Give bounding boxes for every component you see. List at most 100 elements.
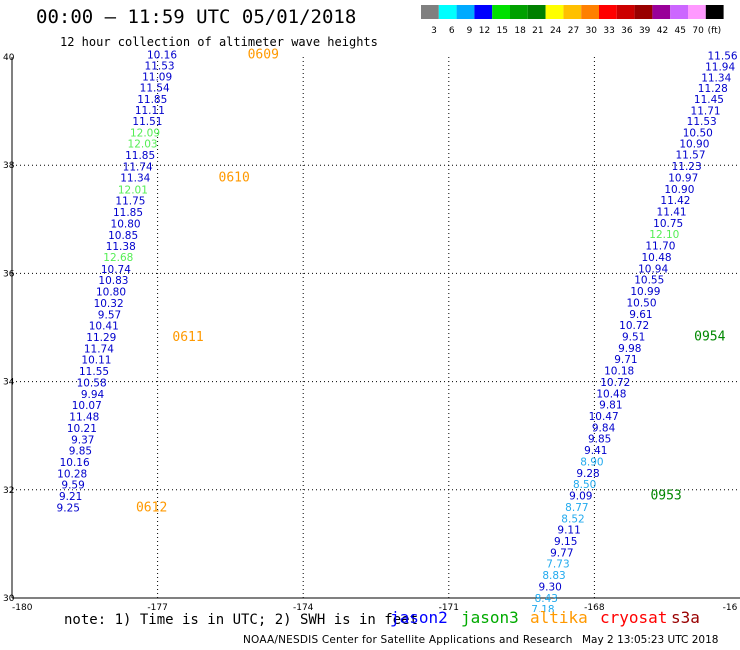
credit-text: NOAA/NESDIS Center for Satellite Applica… [243,634,573,646]
colorbar-swatch [474,5,493,19]
wave-height-value: 11.28 [698,83,728,95]
wave-height-value: 12.03 [128,138,158,150]
wave-height-value: 7.73 [546,559,569,571]
wave-height-value: 10.50 [626,297,656,309]
wave-height-value: 11.56 [708,51,738,63]
wave-height-value: 12.01 [118,184,148,196]
colorbar-swatch [634,5,653,19]
wave-height-value: 8.52 [561,513,584,525]
wave-height-value: 12.68 [103,252,133,264]
wave-height-value: 11.71 [691,105,721,117]
wave-height-value: 10.58 [77,377,107,389]
time-label: 0953 [650,489,681,504]
wave-height-value: 10.28 [57,468,87,480]
wave-height-value: 11.34 [701,72,731,84]
wave-height-value: 11.53 [145,60,175,72]
wave-height-value: 9.71 [614,354,637,366]
wave-height-value: 10.55 [634,275,664,287]
colorbar-swatch [563,5,582,19]
page-subtitle: 12 hour collection of altimeter wave hei… [60,35,378,49]
wave-height-value: 11.57 [675,150,705,162]
wave-height-value: 10.48 [642,252,672,264]
wave-height-value: 9.98 [618,343,641,355]
wave-height-value: 10.90 [679,138,709,150]
wave-height-value: 11.48 [69,412,99,424]
wave-height-value: 11.75 [115,196,145,208]
wave-height-value: 9.21 [59,491,82,503]
wave-height-value: 12.10 [649,229,679,241]
wave-height-value: 8.77 [565,502,588,514]
wave-height-value: 9.41 [584,445,607,457]
wave-height-value: 11.29 [86,332,116,344]
wave-height-value: 10.94 [638,263,668,275]
wave-height-value: 10.80 [96,287,126,299]
colorbar-swatch [510,5,528,19]
wave-height-value: 10.16 [147,50,177,62]
color-scale-bar: 3 6 9 12 15 18 21 24 27 30 33 36 39 42 45 70 (ft) [421,5,724,36]
units-note: note: 1) Time is in UTC; 2) SWH is in fe… [64,612,419,628]
colorbar-label: 12 [479,26,490,36]
wave-height-value: 9.51 [622,331,645,343]
wave-height-value: 10.72 [600,377,630,389]
wave-height-map: -180 -177 -174 -171 -168 -16 30 32 34 36 38 40 10.16… [3,48,740,612]
wave-height-value: 9.11 [557,525,580,537]
colorbar-label: (ft) [708,26,722,36]
colorbar-label: 30 [586,26,598,36]
wave-height-value: 9.37 [71,434,94,446]
wave-height-value: 11.23 [672,161,702,173]
wave-height-value: 11.34 [120,172,150,184]
wave-height-value: 11.85 [125,150,155,162]
colorbar-label: 15 [497,26,508,36]
wave-height-value: 11.11 [135,105,165,117]
wave-height-value: 11.38 [106,241,136,253]
wave-height-value: 9.85 [588,434,611,446]
x-tick-label: -171 [439,603,459,612]
x-tick-label: -168 [584,603,605,612]
colorbar-label: 3 [431,26,437,36]
wave-height-value: 10.83 [98,275,128,287]
colorbar-swatch [545,5,564,19]
legend-jason3: jason3 [461,608,519,627]
wave-height-value: 11.51 [132,116,162,128]
wave-height-value: 11.70 [645,241,675,253]
legend-jason2: jason2 [390,608,448,627]
wave-height-value: 11.45 [694,94,724,106]
colorbar-swatch [527,5,546,19]
wave-height-value: 9.61 [629,309,652,321]
y-tick-label: 30 [3,594,15,604]
x-tick-label: -180 [12,603,33,612]
wave-height-value: 10.50 [683,128,713,140]
colorbar-swatch [670,5,688,19]
colorbar-label: 45 [675,26,686,36]
wave-height-value: 9.57 [98,309,121,321]
wave-height-value: 11.85 [113,207,143,219]
wave-height-value: 9.30 [538,581,561,593]
time-label: 0954 [694,329,725,344]
wave-height-value: 11.41 [657,207,687,219]
wave-height-value: 10.11 [81,355,111,367]
x-tick-label: -177 [147,603,167,612]
y-tick-label: 36 [3,269,15,279]
colorbar-label: 33 [603,26,614,36]
colorbar-swatch [456,5,475,19]
wave-height-value: 11.42 [660,195,690,207]
legend-altika: altika [530,608,588,627]
wave-height-value: 11.55 [79,366,109,378]
legend-s3a: s3a [671,608,700,627]
wave-height-value: 10.90 [664,184,694,196]
colorbar-label: 18 [514,26,526,36]
wave-height-value: 11.94 [705,62,735,74]
wave-height-value: 9.77 [550,547,573,559]
page-title: 00:00 – 11:59 UTC 05/01/2018 [36,6,357,28]
wave-height-value: 9.81 [599,400,622,412]
wave-height-value: 10.80 [111,218,141,230]
colorbar-label: 9 [467,26,473,36]
wave-height-value: 9.09 [569,491,592,503]
colorbar-label: 39 [639,26,651,36]
wave-height-value: 10.07 [72,400,102,412]
colorbar-swatch [616,5,635,19]
wave-height-value: 9.85 [69,446,92,458]
colorbar-swatch [492,5,510,19]
wave-height-value: 10.16 [60,457,90,469]
colorbar-label: 24 [550,26,562,36]
